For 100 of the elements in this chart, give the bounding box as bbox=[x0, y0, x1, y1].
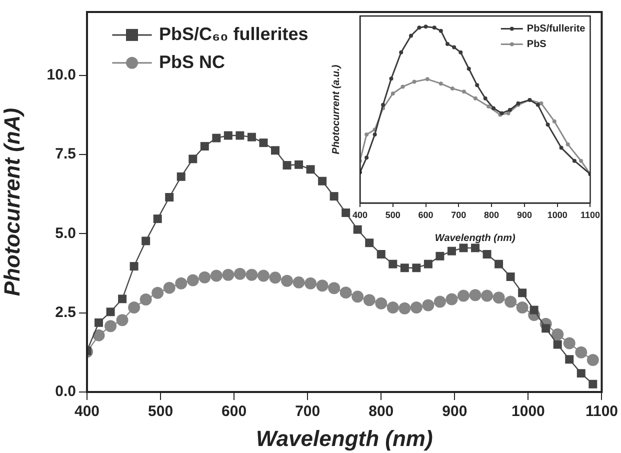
point bbox=[546, 122, 550, 127]
point bbox=[316, 280, 328, 292]
point bbox=[504, 296, 517, 308]
point bbox=[106, 308, 115, 316]
y-axis-title: Photocurrent (nA) bbox=[0, 108, 24, 296]
point bbox=[389, 76, 394, 81]
point bbox=[475, 83, 480, 88]
x-tick-label: 700 bbox=[295, 403, 320, 420]
point bbox=[563, 337, 576, 350]
point bbox=[257, 270, 270, 282]
y-tick-label: 7.5 bbox=[55, 146, 76, 163]
point bbox=[422, 299, 434, 312]
x-tick-label: 800 bbox=[368, 403, 394, 420]
y-tick-label: 10.0 bbox=[46, 66, 76, 84]
point bbox=[236, 131, 244, 140]
y-tick-label: 5.0 bbox=[55, 224, 76, 242]
point bbox=[410, 301, 422, 314]
point bbox=[552, 119, 556, 124]
x-tick-label: 500 bbox=[148, 403, 174, 420]
point bbox=[130, 262, 138, 271]
x-tick-label: 600 bbox=[222, 403, 247, 420]
point bbox=[94, 318, 104, 327]
x-tick-label: 900 bbox=[442, 403, 468, 420]
x-axis-title: Wavelength (nm) bbox=[434, 232, 516, 244]
point bbox=[424, 260, 432, 268]
point bbox=[432, 26, 436, 30]
point bbox=[486, 104, 491, 108]
legend-label: PbS NC bbox=[159, 52, 226, 72]
point bbox=[153, 214, 162, 224]
point bbox=[508, 108, 512, 112]
point bbox=[118, 294, 127, 304]
point bbox=[494, 260, 504, 268]
point bbox=[425, 77, 430, 82]
point bbox=[400, 264, 409, 272]
point bbox=[399, 50, 404, 54]
point bbox=[539, 101, 544, 106]
point bbox=[318, 176, 327, 186]
point bbox=[140, 294, 152, 306]
point bbox=[424, 24, 428, 29]
point bbox=[304, 277, 317, 290]
point bbox=[224, 131, 232, 140]
point bbox=[363, 294, 376, 306]
point bbox=[417, 26, 422, 30]
point bbox=[450, 86, 454, 91]
point bbox=[506, 272, 515, 281]
point bbox=[438, 82, 443, 86]
point bbox=[186, 274, 199, 286]
point bbox=[212, 134, 221, 142]
point bbox=[458, 50, 463, 54]
point bbox=[469, 289, 482, 302]
point bbox=[116, 314, 128, 326]
point bbox=[565, 355, 574, 364]
point bbox=[234, 268, 246, 280]
point bbox=[292, 276, 305, 288]
point bbox=[165, 193, 174, 202]
x-tick-label: 900 bbox=[516, 210, 532, 220]
point bbox=[271, 146, 280, 155]
point bbox=[438, 28, 443, 33]
point bbox=[400, 84, 405, 89]
x-tick-label: 800 bbox=[484, 210, 500, 220]
point bbox=[462, 90, 466, 94]
x-tick-label: 700 bbox=[451, 210, 466, 220]
point bbox=[294, 160, 304, 169]
point bbox=[506, 111, 510, 116]
point bbox=[412, 264, 421, 272]
point bbox=[553, 340, 562, 349]
point bbox=[281, 274, 294, 287]
point bbox=[365, 238, 374, 248]
point bbox=[576, 369, 586, 378]
point bbox=[492, 106, 496, 110]
point bbox=[176, 172, 186, 181]
x-tick-label: 400 bbox=[74, 403, 100, 420]
x-tick-label: 500 bbox=[385, 210, 400, 220]
point bbox=[575, 346, 588, 358]
x-tick-label: 600 bbox=[418, 210, 434, 220]
point bbox=[492, 292, 505, 304]
point bbox=[188, 154, 198, 164]
point bbox=[473, 96, 478, 100]
x-tick-label: 1100 bbox=[585, 403, 618, 420]
point bbox=[586, 354, 599, 366]
point bbox=[128, 301, 140, 314]
point bbox=[386, 301, 399, 314]
point bbox=[269, 272, 282, 284]
point bbox=[445, 42, 450, 46]
point bbox=[92, 329, 105, 342]
point bbox=[446, 293, 458, 306]
point bbox=[566, 142, 570, 146]
point bbox=[372, 132, 377, 137]
point bbox=[572, 158, 576, 163]
y-axis-title: Photocurrent (a.u.) bbox=[330, 64, 342, 154]
point bbox=[518, 288, 527, 298]
point bbox=[175, 277, 188, 290]
point bbox=[353, 225, 362, 234]
point bbox=[530, 306, 538, 314]
point bbox=[481, 290, 494, 302]
point bbox=[340, 286, 352, 299]
point bbox=[306, 165, 315, 174]
point bbox=[588, 380, 598, 388]
y-tick-label: 0.0 bbox=[55, 383, 76, 400]
point bbox=[364, 132, 369, 137]
